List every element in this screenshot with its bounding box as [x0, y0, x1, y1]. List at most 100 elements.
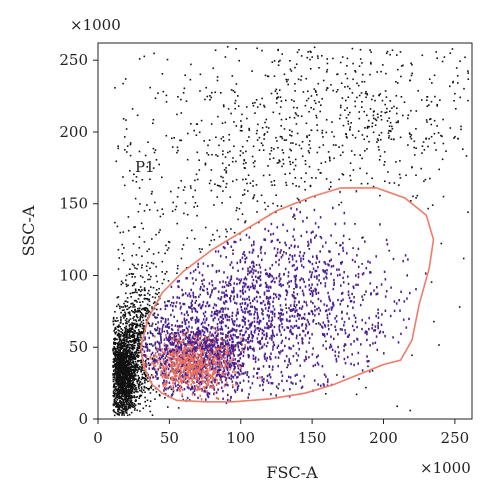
data-point	[224, 379, 227, 382]
data-point	[465, 155, 468, 157]
data-point	[441, 60, 444, 63]
data-point	[127, 407, 130, 410]
data-point	[375, 335, 378, 338]
data-point	[293, 100, 295, 102]
data-point	[171, 210, 174, 212]
data-point	[347, 85, 349, 88]
data-point	[256, 129, 258, 132]
data-point	[316, 361, 319, 364]
data-point	[117, 334, 120, 337]
data-point	[211, 280, 213, 283]
data-point	[137, 340, 140, 343]
data-point	[133, 226, 135, 228]
data-point	[240, 340, 242, 343]
data-point	[251, 340, 254, 343]
data-point	[131, 372, 133, 374]
data-point	[214, 380, 216, 384]
data-point	[323, 335, 326, 338]
data-point	[204, 162, 207, 165]
data-point	[195, 316, 198, 319]
data-point	[222, 310, 224, 313]
data-point	[231, 75, 234, 77]
data-point	[384, 111, 386, 114]
data-point	[167, 406, 169, 408]
data-point	[173, 137, 175, 139]
data-point	[116, 374, 119, 376]
data-point	[117, 268, 120, 270]
data-point	[119, 336, 122, 338]
data-point	[194, 179, 196, 182]
data-point	[433, 320, 435, 323]
data-point	[122, 335, 124, 337]
data-point	[155, 391, 158, 393]
data-point	[386, 120, 389, 122]
data-point	[312, 230, 314, 233]
data-point	[139, 275, 142, 277]
data-point	[188, 336, 191, 339]
data-point	[121, 357, 123, 360]
data-point	[247, 380, 250, 383]
data-point	[325, 272, 328, 275]
data-point	[229, 362, 231, 365]
data-point	[235, 329, 238, 332]
data-point	[218, 355, 220, 358]
data-point	[159, 229, 161, 231]
data-point	[187, 342, 190, 345]
data-point	[176, 272, 178, 274]
data-point	[216, 354, 218, 358]
data-point	[279, 241, 281, 244]
data-point	[188, 325, 190, 328]
data-point	[128, 325, 131, 327]
data-point	[263, 293, 266, 296]
data-point	[244, 254, 246, 257]
data-point	[125, 374, 128, 377]
data-point	[339, 61, 342, 64]
data-point	[225, 336, 227, 339]
data-point	[128, 413, 131, 416]
data-point	[120, 355, 122, 357]
data-point	[335, 144, 337, 146]
data-point	[287, 83, 289, 86]
data-point	[158, 330, 161, 333]
data-point	[166, 249, 169, 251]
data-point	[309, 270, 311, 273]
data-point	[211, 344, 214, 347]
data-point	[121, 329, 124, 331]
data-point	[427, 207, 429, 210]
data-point	[127, 329, 130, 332]
data-point	[267, 127, 270, 129]
data-point	[189, 185, 192, 187]
data-point	[218, 382, 220, 385]
data-point	[117, 348, 119, 350]
data-point	[200, 331, 202, 334]
data-point	[361, 369, 364, 372]
data-point	[117, 366, 120, 368]
data-point	[427, 145, 429, 148]
data-point	[327, 378, 329, 381]
data-point	[129, 404, 131, 406]
data-point	[366, 148, 368, 150]
data-point	[341, 56, 344, 58]
data-point	[164, 325, 167, 328]
data-point	[137, 307, 139, 310]
data-point	[379, 155, 382, 157]
data-point	[233, 361, 236, 365]
data-point	[114, 402, 117, 404]
data-point	[144, 154, 147, 157]
data-point	[145, 365, 147, 368]
data-point	[126, 145, 129, 147]
data-point	[278, 383, 280, 386]
data-point	[442, 118, 444, 121]
data-point	[210, 123, 213, 125]
data-point	[270, 334, 273, 338]
data-point	[142, 330, 145, 332]
data-point	[289, 163, 292, 166]
data-point	[359, 58, 362, 60]
data-point	[127, 387, 130, 389]
data-point	[281, 374, 284, 377]
data-point	[196, 378, 199, 381]
data-point	[148, 364, 151, 367]
data-point	[116, 396, 118, 398]
data-point	[148, 298, 150, 301]
data-point	[126, 349, 128, 352]
